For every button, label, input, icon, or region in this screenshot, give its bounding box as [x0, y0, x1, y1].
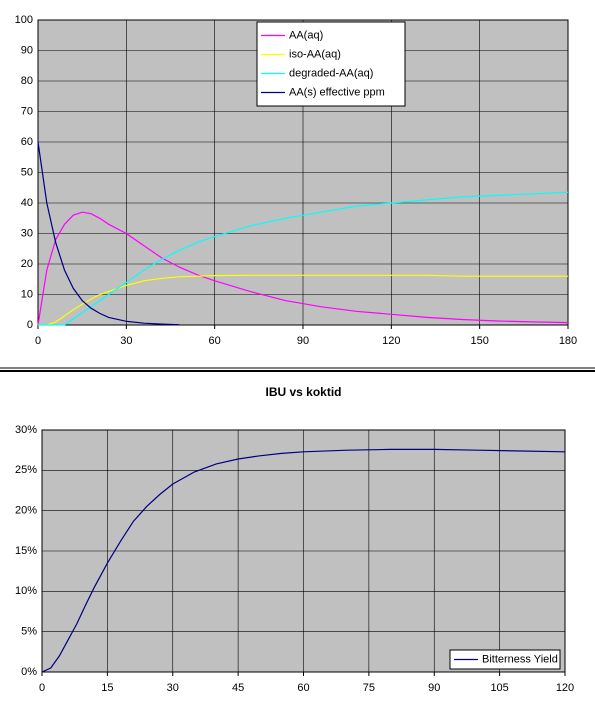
y-tick-label: 20	[21, 258, 33, 270]
x-tick-label: 0	[39, 682, 45, 694]
x-tick-label: 15	[101, 682, 113, 694]
y-tick-label: 50	[21, 166, 33, 178]
y-tick-label: 100	[15, 14, 33, 26]
x-tick-label: 30	[167, 682, 179, 694]
y-tick-label: 15%	[15, 545, 37, 557]
x-tick-label: 120	[382, 335, 400, 347]
y-tick-label: 0%	[21, 666, 37, 678]
x-tick-label: 120	[556, 682, 574, 694]
plot-border	[37, 19, 569, 326]
legend: Bitterness Yield	[449, 649, 561, 670]
y-tick-label: 90	[21, 44, 33, 56]
x-tick-label: 45	[232, 682, 244, 694]
y-tick-label: 70	[21, 105, 33, 117]
y-tick-label: 10%	[15, 585, 37, 597]
legend-label: degraded-AA(aq)	[289, 67, 373, 79]
legend: AA(aq) iso-AA(aq) degraded-AA(aq) AA(s) eff…	[256, 21, 406, 107]
y-tick-label: 0	[27, 319, 33, 331]
y-tick-label: 60	[21, 136, 33, 148]
legend-label: Bitterness Yield	[482, 653, 558, 665]
x-tick-label: 105	[490, 682, 508, 694]
series-line	[38, 274, 568, 326]
series-line	[37, 141, 180, 326]
x-tick-label: 75	[363, 682, 375, 694]
x-tick-label: 30	[120, 335, 132, 347]
x-tick-label: 180	[559, 335, 577, 347]
y-tick-label: 20%	[15, 505, 37, 517]
y-tick-label: 25%	[15, 464, 37, 476]
legend-label: AA(aq)	[289, 29, 323, 41]
x-tick-label: 60	[297, 682, 309, 694]
legend-label: AA(s) effective ppm	[289, 86, 385, 98]
x-tick-label: 90	[428, 682, 440, 694]
x-tick-label: 150	[470, 335, 488, 347]
y-tick-label: 80	[21, 75, 33, 87]
legend-box	[449, 649, 561, 670]
series-line	[38, 191, 569, 326]
plot-border	[41, 429, 566, 673]
x-tick-label: 60	[209, 335, 221, 347]
y-tick-label: 10	[21, 288, 33, 300]
y-tick-label: 5%	[21, 626, 37, 638]
y-tick-label: 30	[21, 227, 33, 239]
y-tick-label: 30%	[15, 424, 37, 436]
y-tick-label: 40	[21, 197, 33, 209]
legend-label: iso-AA(aq)	[289, 48, 341, 60]
series-line	[41, 448, 566, 673]
chart-title: IBU vs koktid	[265, 385, 341, 399]
x-tick-label: 0	[35, 335, 41, 347]
x-tick-label: 90	[297, 335, 309, 347]
series-line	[37, 211, 569, 326]
